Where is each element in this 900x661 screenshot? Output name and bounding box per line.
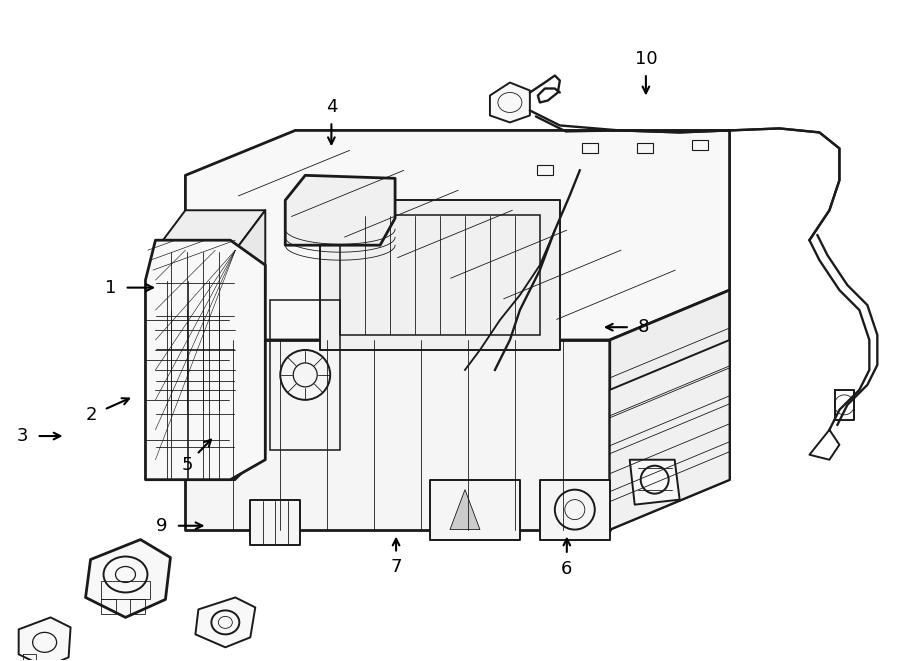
Polygon shape: [250, 500, 301, 545]
Text: 2: 2: [86, 407, 97, 424]
Bar: [537, 165, 553, 175]
Text: 10: 10: [634, 50, 657, 68]
Polygon shape: [185, 130, 730, 340]
Bar: [636, 143, 652, 153]
Polygon shape: [610, 340, 730, 529]
Bar: [340, 215, 540, 335]
Polygon shape: [185, 340, 610, 529]
Text: 7: 7: [391, 559, 401, 576]
Bar: [691, 140, 707, 151]
Polygon shape: [235, 210, 266, 480]
Text: 8: 8: [638, 318, 650, 336]
Polygon shape: [285, 175, 395, 245]
Polygon shape: [19, 617, 70, 661]
Polygon shape: [320, 200, 560, 350]
Polygon shape: [156, 250, 235, 480]
Polygon shape: [156, 210, 266, 250]
Polygon shape: [430, 480, 520, 539]
Polygon shape: [630, 460, 680, 504]
Polygon shape: [540, 480, 610, 539]
Bar: [101, 582, 150, 600]
Text: 9: 9: [157, 517, 167, 535]
Text: 5: 5: [181, 455, 193, 473]
Bar: [581, 143, 598, 153]
Polygon shape: [195, 598, 256, 647]
Polygon shape: [86, 539, 170, 617]
Polygon shape: [450, 490, 480, 529]
Bar: [270, 300, 340, 449]
Text: 3: 3: [17, 427, 29, 445]
Text: 4: 4: [326, 98, 338, 116]
Text: 1: 1: [105, 279, 116, 297]
Polygon shape: [146, 240, 266, 480]
Polygon shape: [610, 290, 730, 529]
Text: 6: 6: [561, 560, 572, 578]
Polygon shape: [490, 83, 530, 122]
